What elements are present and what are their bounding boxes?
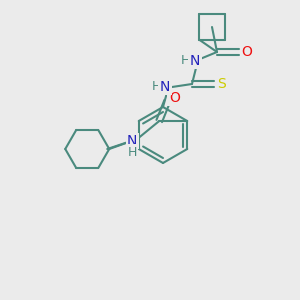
Text: S: S [218, 77, 226, 91]
Text: H: H [128, 146, 137, 158]
Text: N: N [160, 80, 170, 94]
Text: H: H [180, 55, 190, 68]
Text: N: N [127, 134, 137, 148]
Text: O: O [169, 91, 180, 105]
Text: N: N [190, 54, 200, 68]
Text: O: O [242, 45, 252, 59]
Text: H: H [151, 80, 161, 94]
